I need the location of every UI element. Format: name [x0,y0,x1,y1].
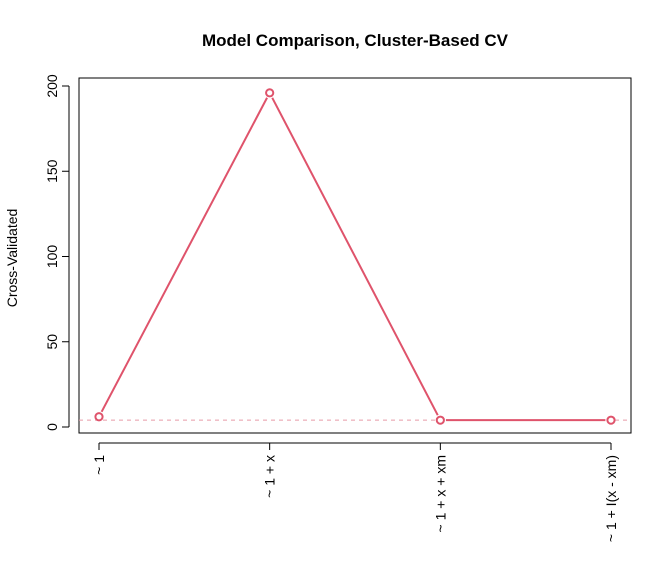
x-tick-label: ~ 1 + x [262,455,278,498]
x-axis: ~ 1 ~ 1 + x ~ 1 + x + xm ~ 1 + I(x - xm) [91,442,619,542]
data-point [265,88,275,98]
series-line-segment [271,97,439,416]
data-point [435,415,445,425]
x-tick-label: ~ 1 [91,455,107,475]
chart-title: Model Comparison, Cluster-Based CV [202,31,509,50]
y-tick-label: 150 [44,159,60,183]
y-axis: 0 50 100 150 200 [44,74,70,431]
x-tick-label: ~ 1 + x + xm [432,455,448,532]
y-axis-label: Cross-Validated [4,209,20,308]
y-tick-label: 200 [44,74,60,98]
series-line-segment [100,97,268,413]
y-tick-label: 50 [44,334,60,350]
data-point [94,412,104,422]
x-tick-label: ~ 1 + I(x - xm) [603,455,619,542]
y-tick-label: 100 [44,245,60,269]
plot-frame [78,77,632,434]
data-point [606,415,616,425]
y-tick-label: 0 [44,423,60,431]
series-layer [94,88,616,425]
